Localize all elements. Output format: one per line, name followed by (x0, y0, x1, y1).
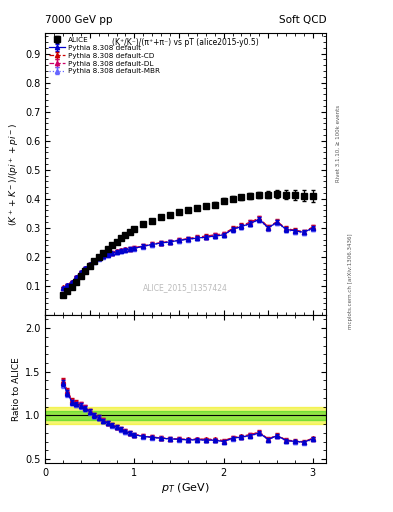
Text: ALICE_2015_I1357424: ALICE_2015_I1357424 (143, 284, 228, 292)
Bar (45, 407, 326, 424)
Y-axis label: $(K^+ + K^-)/(pi^+ +pi^-)$: $(K^+ + K^-)/(pi^+ +pi^-)$ (7, 122, 21, 226)
X-axis label: $p_T$ (GeV): $p_T$ (GeV) (162, 481, 210, 495)
Legend: ALICE, Pythia 8.308 default, Pythia 8.308 default-CD, Pythia 8.308 default-DL, P: ALICE, Pythia 8.308 default, Pythia 8.30… (48, 35, 161, 76)
Text: Rivet 3.1.10, ≥ 100k events: Rivet 3.1.10, ≥ 100k events (336, 105, 341, 182)
Text: 7000 GeV pp: 7000 GeV pp (45, 15, 113, 26)
Bar (45, 411, 326, 420)
Text: mcplots.cern.ch [arXiv:1306.3436]: mcplots.cern.ch [arXiv:1306.3436] (348, 234, 353, 329)
Y-axis label: Ratio to ALICE: Ratio to ALICE (12, 357, 21, 421)
Text: (K⁺/K⁻)/(π⁺+π⁻) vs pT (alice2015-y0.5): (K⁺/K⁻)/(π⁺+π⁻) vs pT (alice2015-y0.5) (112, 37, 259, 47)
Text: Soft QCD: Soft QCD (279, 15, 326, 26)
